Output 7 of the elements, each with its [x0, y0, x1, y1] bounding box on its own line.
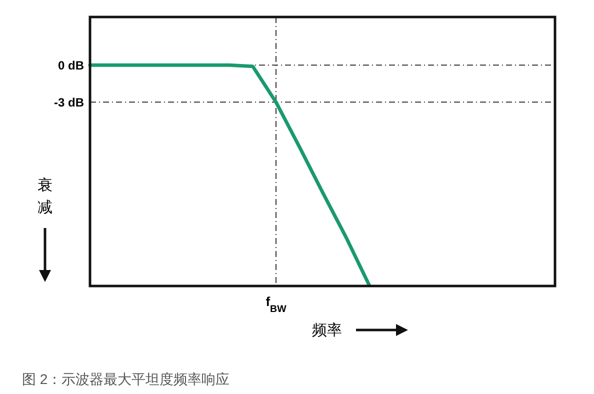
x-tick-label: f$_{BW}$	[266, 294, 288, 314]
x-axis-title: 频率	[312, 322, 342, 339]
y-tick-label: 0 dB	[58, 58, 84, 72]
line-series	[88, 63, 371, 287]
y-axis-title: 衰减	[38, 177, 52, 216]
y-tick-label: -3 dB	[54, 95, 84, 110]
caption: 图 2：示波器最大平坦度频率响应	[22, 371, 230, 387]
